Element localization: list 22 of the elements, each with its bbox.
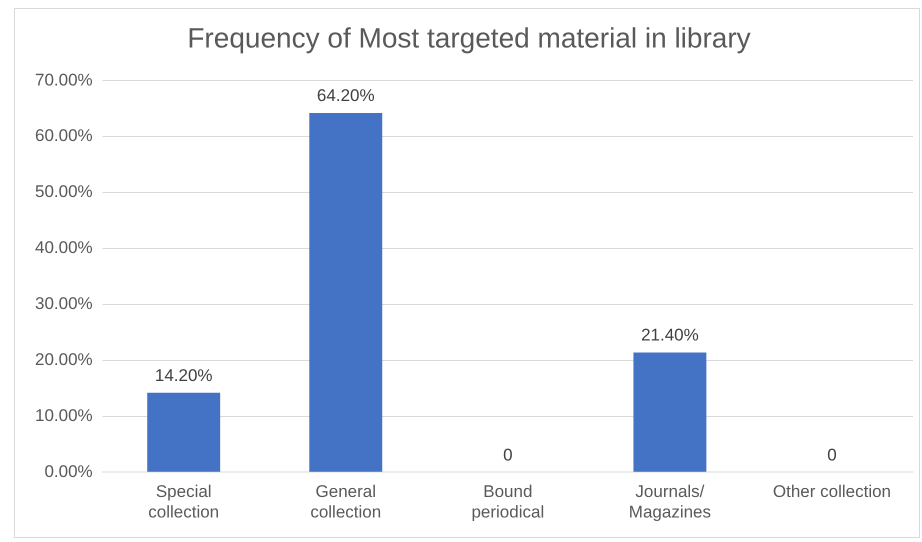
data-label: 0 <box>503 445 513 464</box>
data-label: 0 <box>827 445 837 464</box>
y-tick-label: 60.00% <box>34 126 93 146</box>
data-label: 14.20% <box>154 366 213 385</box>
x-tick-label: Bound periodical <box>471 482 544 522</box>
y-tick-label: 50.00% <box>34 182 93 202</box>
data-label: 64.20% <box>316 86 375 106</box>
y-tick-label: 0.00% <box>44 462 93 481</box>
bar <box>147 392 220 472</box>
y-tick-label: 40.00% <box>34 238 93 258</box>
x-tick-label: Journals/ Magazines <box>628 482 712 522</box>
data-label: 21.40% <box>641 326 699 345</box>
y-tick-label: 30.00% <box>34 294 93 314</box>
bar <box>309 113 382 472</box>
y-tick-label: 10.00% <box>34 406 93 425</box>
x-tick-label: Special collection <box>148 482 220 522</box>
x-tick-label: Other collection <box>772 482 892 502</box>
chart-title: Frequency of Most targeted material in library <box>187 22 751 54</box>
x-tick-label: General collection <box>310 482 382 522</box>
bar <box>633 352 706 472</box>
y-tick-label: 20.00% <box>34 350 93 369</box>
y-tick-label: 70.00% <box>34 70 93 90</box>
